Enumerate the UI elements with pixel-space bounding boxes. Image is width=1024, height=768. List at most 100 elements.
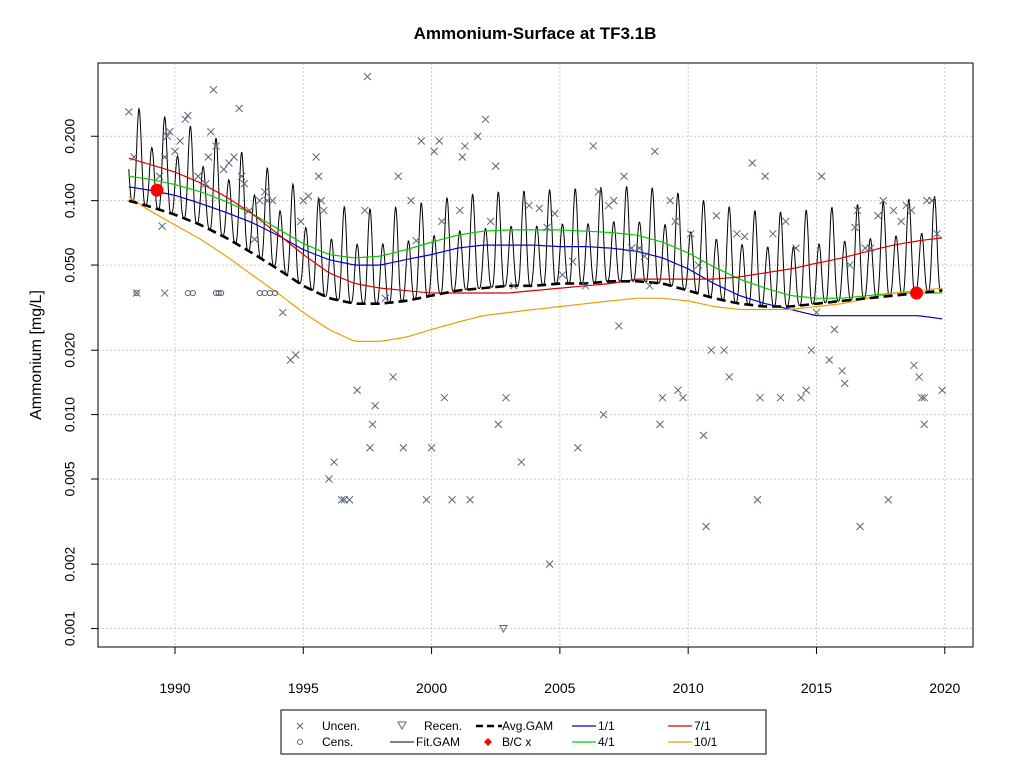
- legend-label-apr: 4/1: [598, 735, 615, 749]
- uncen-point: [812, 308, 821, 317]
- uncen-point: [558, 271, 567, 279]
- uncen-point: [915, 373, 923, 381]
- uncen-mark: [176, 137, 184, 145]
- uncen-point: [910, 361, 918, 370]
- uncen-mark: [517, 458, 526, 466]
- legend-label-jul: 7/1: [694, 719, 711, 733]
- uncen-mark: [260, 187, 269, 196]
- uncen-mark: [928, 196, 936, 205]
- uncen-mark: [366, 443, 374, 452]
- uncen-mark: [245, 206, 254, 215]
- uncen-mark: [486, 217, 495, 226]
- uncen-mark: [160, 153, 169, 161]
- uncen-mark: [250, 235, 259, 244]
- uncen-mark: [907, 206, 916, 215]
- uncen-point: [509, 281, 518, 290]
- uncen-mark: [181, 115, 190, 124]
- uncen-mark: [830, 325, 839, 334]
- uncen-point: [353, 386, 362, 395]
- uncen-mark: [525, 201, 533, 210]
- uncen-mark: [694, 261, 703, 269]
- uncen-point: [671, 217, 680, 226]
- uncen-point: [427, 443, 436, 452]
- uncen-point: [422, 495, 431, 504]
- series-line-7-1: [128, 157, 943, 294]
- uncen-point: [240, 179, 249, 188]
- legend-label-jan: 1/1: [598, 719, 615, 733]
- uncen-point: [581, 281, 590, 290]
- uncen-point: [371, 401, 379, 410]
- uncen-mark: [124, 108, 133, 116]
- uncen-mark: [897, 217, 906, 226]
- uncen-point: [304, 192, 313, 200]
- uncen-point: [412, 236, 421, 245]
- uncen-mark: [640, 252, 649, 261]
- uncen-point: [212, 142, 220, 150]
- legend-label-recen: Recen.: [424, 719, 462, 733]
- x-tick-label: 2020: [929, 680, 960, 696]
- uncen-point: [740, 232, 749, 241]
- uncen-point: [874, 211, 882, 220]
- uncen-point: [209, 85, 218, 94]
- uncen-point: [550, 209, 559, 218]
- uncen-mark: [132, 289, 141, 297]
- uncen-mark: [609, 196, 618, 205]
- uncen-point: [207, 127, 215, 136]
- x-tick-label: 1995: [288, 680, 319, 696]
- uncen-mark: [230, 153, 238, 161]
- uncen-point: [707, 346, 716, 355]
- uncen-mark: [371, 401, 379, 410]
- uncen-mark: [363, 72, 372, 81]
- uncen-mark: [686, 229, 695, 238]
- uncen-point: [756, 393, 764, 402]
- uncen-mark: [853, 206, 862, 215]
- series-line-1-1: [128, 186, 943, 320]
- uncen-mark: [866, 244, 875, 252]
- uncen-mark: [910, 361, 918, 370]
- cens-point: [218, 289, 225, 297]
- series-line-4-1: [128, 175, 943, 299]
- uncen-point: [686, 229, 695, 238]
- uncen-mark: [509, 281, 518, 290]
- uncen-mark: [255, 196, 264, 205]
- legend-label-bc: B/C x: [502, 735, 531, 749]
- uncen-point: [330, 458, 338, 466]
- uncen-mark: [666, 196, 675, 205]
- uncen-mark: [635, 244, 644, 252]
- uncen-point: [807, 346, 816, 355]
- uncen-point: [165, 127, 174, 136]
- uncen-point: [797, 393, 805, 402]
- legend: Uncen. Cens. Recen. Fit.GAM Avg.GAM B/C x 1/1 4…: [280, 709, 767, 755]
- uncen-point: [720, 346, 728, 355]
- uncen-mark: [399, 443, 408, 452]
- uncen-mark: [658, 393, 667, 402]
- uncen-mark: [915, 373, 923, 381]
- uncen-point: [535, 204, 544, 213]
- uncen-mark: [840, 379, 849, 388]
- uncen-mark: [851, 223, 859, 232]
- y-tick-label: 0.005: [62, 461, 78, 496]
- legend-symbol-uncen: [296, 722, 304, 730]
- recen-point: [499, 625, 508, 634]
- uncen-point: [448, 495, 456, 504]
- uncen-point: [312, 153, 320, 161]
- uncen-point: [345, 495, 354, 504]
- uncen-point: [917, 393, 926, 402]
- legend-symbol-cens: [297, 739, 303, 745]
- uncen-point: [884, 495, 893, 504]
- uncen-mark: [219, 165, 228, 174]
- uncen-mark: [674, 386, 682, 395]
- uncen-mark: [720, 346, 728, 355]
- uncen-point: [440, 393, 449, 402]
- uncen-point: [176, 137, 184, 145]
- uncen-mark: [319, 206, 328, 215]
- uncen-point: [389, 373, 397, 381]
- avg-gam-line: [128, 199, 943, 308]
- legend-symbol-bc: [484, 738, 492, 746]
- uncen-mark: [702, 522, 710, 531]
- uncen-mark: [748, 159, 757, 167]
- uncen-point: [645, 281, 654, 290]
- uncen-mark: [581, 281, 590, 290]
- uncen-mark: [296, 217, 305, 226]
